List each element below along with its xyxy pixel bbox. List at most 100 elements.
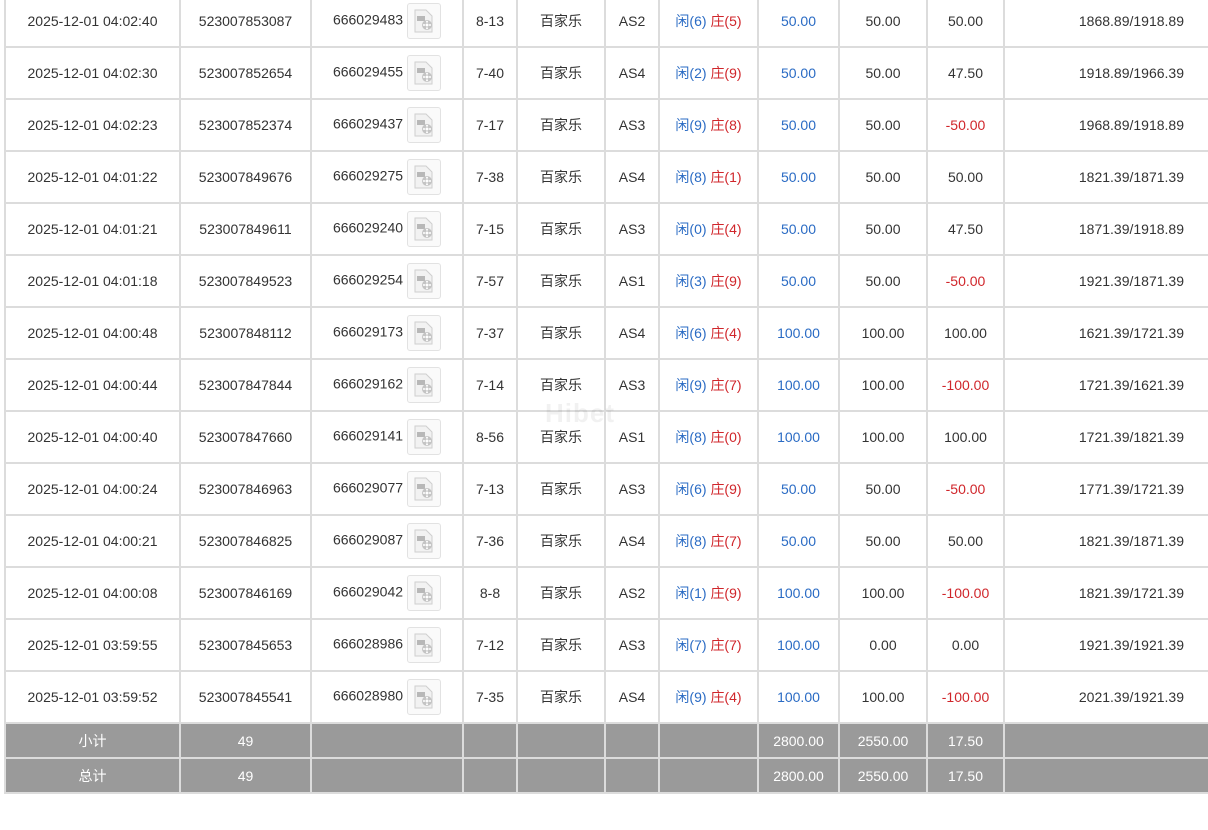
table-code: AS1 [604,254,660,308]
round-id-cell: 666028986 [310,618,464,672]
balance-before-after: 1921.39/1871.39 [1003,254,1208,308]
bet-id: 523007847660 [179,410,312,464]
video-replay-icon[interactable] [407,211,442,247]
bet-time: 2025-12-01 04:01:22 [4,150,181,204]
table-row: 2025-12-01 04:00:21 523007846825 666029087… [4,514,1208,568]
bet-id: 523007846825 [179,514,312,568]
subtotal-row: 小计 49 2800.00 2550.00 17.50 [4,722,1208,759]
shoe-number: 7-37 [462,306,518,360]
video-replay-icon[interactable] [407,315,442,351]
bet-amount: 50.00 [757,462,840,516]
banker-result: 庄(7) [710,377,742,393]
player-result: 闲(8) [675,533,707,549]
video-replay-icon[interactable] [407,523,442,559]
table-code: AS4 [604,306,660,360]
table-row: 2025-12-01 04:00:44 523007847844 666029162… [4,358,1208,412]
bet-time: 2025-12-01 04:00:08 [4,566,181,620]
shoe-number: 8-56 [462,410,518,464]
valid-bet: 100.00 [838,410,928,464]
win-loss: -50.00 [926,462,1005,516]
round-id: 666029240 [332,219,404,236]
shoe-number: 7-13 [462,462,518,516]
win-loss: -50.00 [926,254,1005,308]
video-replay-icon[interactable] [407,263,442,299]
round-id-cell: 666029275 [310,150,464,204]
game-type: 百家乐 [516,670,606,724]
bet-time: 2025-12-01 04:00:48 [4,306,181,360]
watermark: Hibet [545,398,615,428]
valid-bet: 100.00 [838,670,928,724]
round-id: 666028980 [332,687,404,704]
player-result: 闲(9) [675,377,707,393]
table-code: AS4 [604,46,660,100]
empty-cell [658,722,759,759]
round-id: 666029173 [332,323,404,340]
valid-bet: 50.00 [838,202,928,256]
video-replay-icon[interactable] [407,3,442,39]
result-cell: 闲(9) 庄(8) [658,98,759,152]
player-result: 闲(9) [675,689,707,705]
table-code: AS3 [604,202,660,256]
player-result: 闲(8) [675,169,707,185]
video-replay-icon[interactable] [407,55,442,91]
round-id-cell: 666029455 [310,46,464,100]
table-row: 2025-12-01 04:02:23 523007852374 666029437… [4,98,1208,152]
video-replay-icon[interactable] [407,107,442,143]
balance-before-after: 1918.89/1966.39 [1003,46,1208,100]
empty-cell [1003,722,1208,759]
table-row: 2025-12-01 04:01:21 523007849611 666029240… [4,202,1208,256]
empty-cell [516,722,606,759]
table-code: AS3 [604,618,660,672]
win-loss: 50.00 [926,0,1005,48]
shoe-number: 7-40 [462,46,518,100]
round-id-cell: 666029483 [310,0,464,48]
banker-result: 庄(9) [710,273,742,289]
round-id: 666028986 [332,635,404,652]
balance-before-after: 1621.39/1721.39 [1003,306,1208,360]
subtotal-bet: 2800.00 [757,722,840,759]
win-loss: 100.00 [926,410,1005,464]
banker-result: 庄(4) [710,689,742,705]
bet-id: 523007846963 [179,462,312,516]
valid-bet: 100.00 [838,306,928,360]
total-label: 总计 [4,757,181,794]
round-id: 666029437 [332,115,404,132]
balance-before-after: 1721.39/1821.39 [1003,410,1208,464]
table-code: AS4 [604,150,660,204]
table-code: AS2 [604,566,660,620]
bet-id: 523007849676 [179,150,312,204]
bet-time: 2025-12-01 03:59:55 [4,618,181,672]
round-id: 666029162 [332,375,404,392]
valid-bet: 100.00 [838,358,928,412]
video-replay-icon[interactable] [407,679,442,715]
banker-result: 庄(9) [710,481,742,497]
video-replay-icon[interactable] [407,367,442,403]
shoe-number: 7-12 [462,618,518,672]
subtotal-winloss: 17.50 [926,722,1005,759]
video-replay-icon[interactable] [407,575,442,611]
video-replay-icon[interactable] [407,471,442,507]
video-replay-icon[interactable] [407,419,442,455]
bet-amount: 50.00 [757,0,840,48]
round-id-cell: 666029141 [310,410,464,464]
table-row: 2025-12-01 04:00:24 523007846963 666029077… [4,462,1208,516]
player-result: 闲(6) [675,13,707,29]
video-replay-icon[interactable] [407,627,442,663]
banker-result: 庄(9) [710,585,742,601]
game-type: 百家乐 [516,254,606,308]
player-result: 闲(7) [675,637,707,653]
valid-bet: 50.00 [838,98,928,152]
round-id-cell: 666029173 [310,306,464,360]
game-type: 百家乐 [516,358,606,412]
bet-amount: 50.00 [757,514,840,568]
bet-id: 523007849523 [179,254,312,308]
banker-result: 庄(8) [710,117,742,133]
win-loss: -100.00 [926,566,1005,620]
game-type: 百家乐 [516,150,606,204]
subtotal-label: 小计 [4,722,181,759]
balance-before-after: 2021.39/1921.39 [1003,670,1208,724]
valid-bet: 50.00 [838,0,928,48]
balance-before-after: 1771.39/1721.39 [1003,462,1208,516]
shoe-number: 7-57 [462,254,518,308]
video-replay-icon[interactable] [407,159,442,195]
